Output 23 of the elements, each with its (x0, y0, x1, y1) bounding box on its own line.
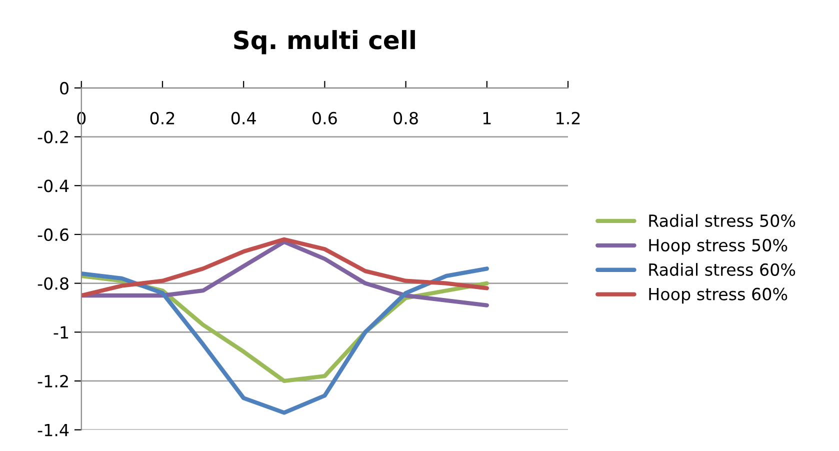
legend-label: Hoop stress 50% (649, 238, 788, 255)
legend-label: Radial stress 60% (649, 263, 796, 276)
legend-label: Radial stress 50% (649, 214, 796, 228)
chart-title: Sq. multi cell (234, 30, 415, 54)
x-tick-label: 1.2 (556, 112, 580, 124)
line-series (81, 266, 489, 415)
line-series (81, 240, 489, 308)
x-tick-label: 0.6 (312, 112, 337, 124)
legend-label: Hoop stress 60% (649, 288, 788, 304)
y-tick-label: -0.6 (38, 228, 69, 242)
y-tick-label: -1 (54, 326, 68, 338)
y-tick-label: -0.4 (38, 180, 69, 192)
x-tick-label: 1 (483, 112, 491, 124)
y-tick-label: -1.4 (38, 424, 69, 436)
x-tick-label: 0 (77, 112, 86, 124)
line-series (81, 237, 489, 298)
y-tick-label: -0.2 (38, 130, 68, 144)
x-tick-label: 0.8 (394, 112, 418, 124)
y-tick-label: -0.8 (38, 277, 68, 290)
x-tick-label: 0.4 (231, 112, 256, 124)
y-tick-label: -1.2 (38, 374, 68, 388)
y-tick-label: 0 (60, 82, 68, 95)
x-tick-label: 0.2 (150, 112, 174, 124)
